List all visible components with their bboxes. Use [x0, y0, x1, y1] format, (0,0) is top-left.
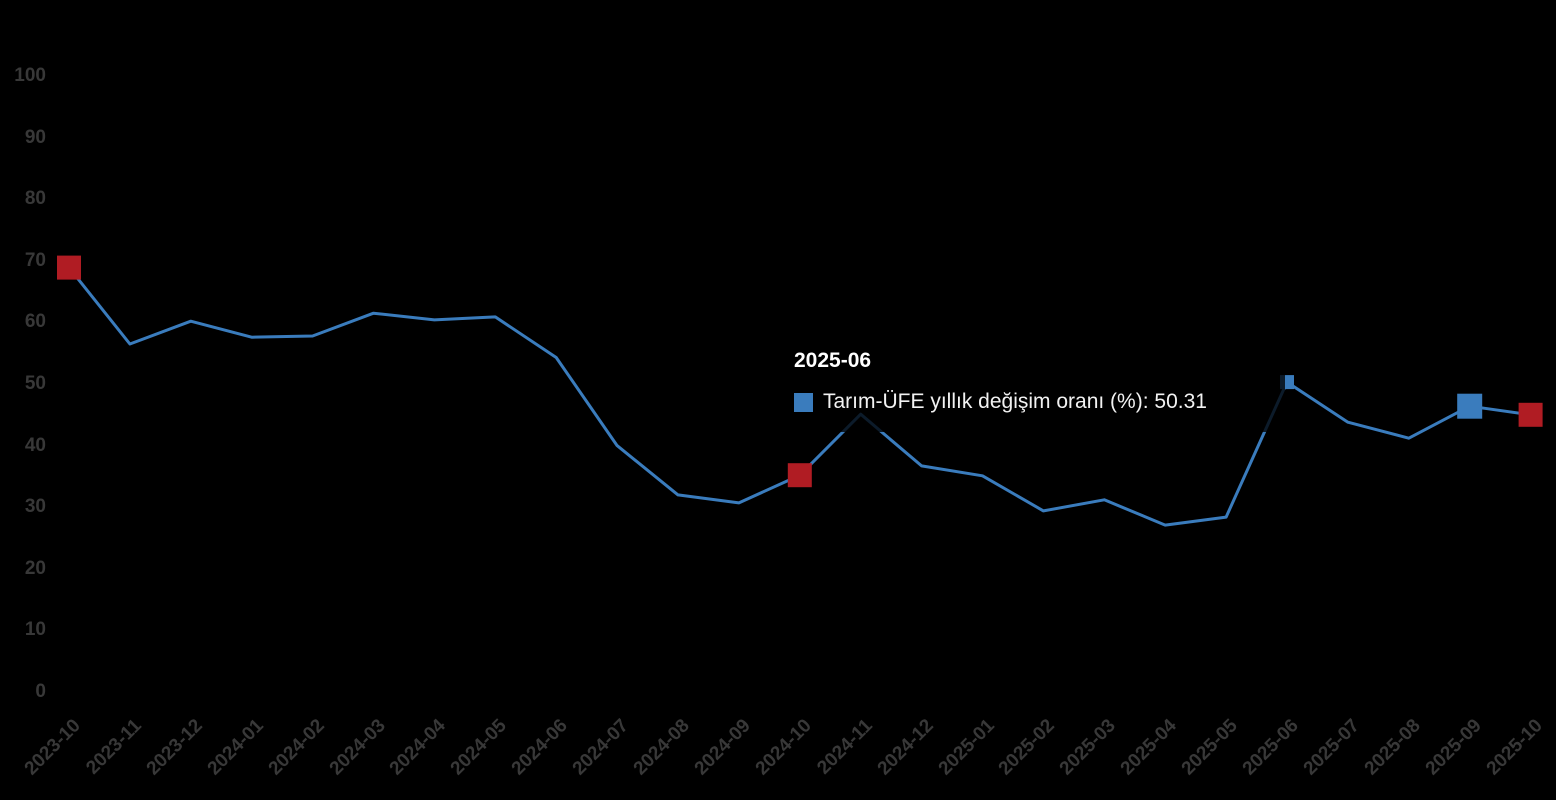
y-axis-label: 0 — [35, 681, 46, 702]
tooltip-series-row: Tarım-ÜFE yıllık değişim oranı (%): 50.3… — [794, 390, 1263, 414]
y-axis-label: 40 — [24, 435, 46, 456]
y-axis-label: 70 — [24, 250, 46, 271]
tooltip: 2025-06 Tarım-ÜFE yıllık değişim oranı (… — [786, 344, 1285, 432]
data-point-marker-2024-10[interactable] — [787, 463, 812, 488]
y-axis-label: 20 — [24, 558, 46, 579]
y-axis-label: 10 — [24, 619, 46, 640]
tooltip-series-value: Tarım-ÜFE yıllık değişim oranı (%): 50.3… — [823, 390, 1207, 413]
data-point-marker-2023-10[interactable] — [57, 255, 81, 280]
y-axis-label: 100 — [14, 65, 46, 86]
y-axis-label: 90 — [24, 127, 46, 148]
data-point-marker-2025-09[interactable] — [1457, 393, 1483, 419]
y-axis-label: 50 — [24, 373, 46, 394]
series-swatch-icon — [794, 392, 813, 412]
y-axis-label: 60 — [24, 311, 46, 332]
tooltip-title: 2025-06 — [794, 349, 872, 372]
y-axis-label: 80 — [24, 188, 46, 209]
data-point-marker-2025-10[interactable] — [1518, 402, 1543, 427]
y-axis-label: 30 — [24, 496, 46, 517]
